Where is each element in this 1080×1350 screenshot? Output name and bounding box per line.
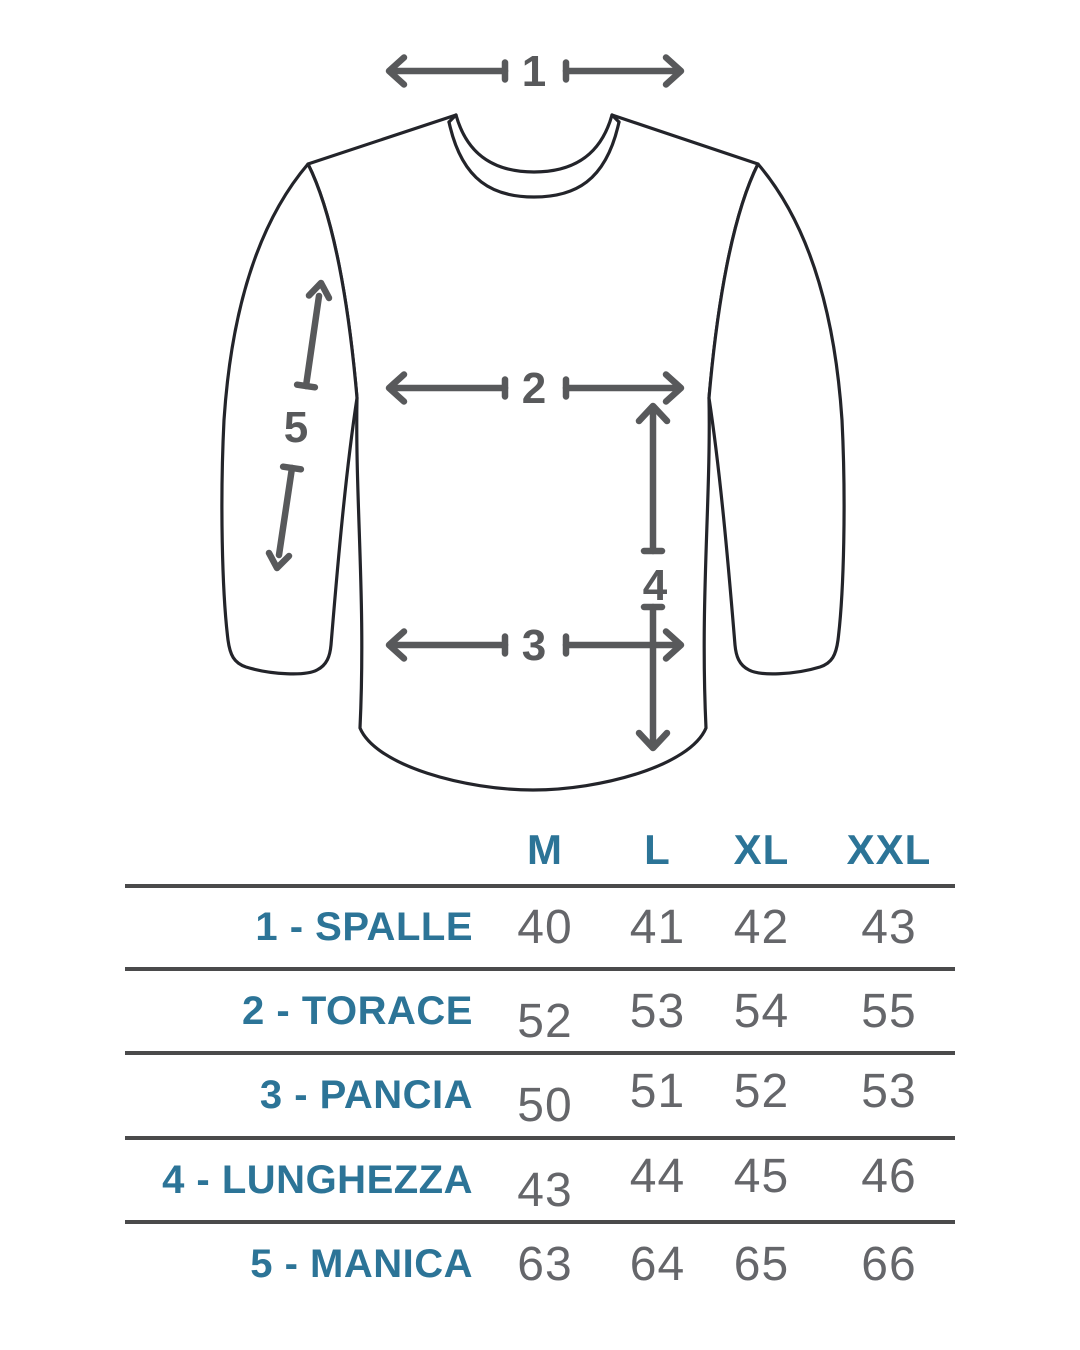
table-row-spalle: 1 - SPALLE 40 41 42 43 [125,884,955,967]
measure-label-3: 3 [522,621,546,670]
size-value: 55 [861,984,917,1038]
column-header-xl: XL [733,825,790,873]
shirt-collar-notch-left [447,113,458,124]
measure-label-4: 4 [643,561,668,610]
shirt-body-outline [306,113,760,792]
size-value: 53 [861,1065,917,1118]
row-label: 5 - MANICA [250,1242,473,1286]
size-value: 66 [861,1238,917,1291]
shirt-collar-notch-right [610,113,621,124]
row-label: 4 - LUNGHEZZA [162,1157,473,1202]
measure-arrow-4: 4 [635,402,671,752]
measure-label-5: 5 [284,403,308,452]
row-label: 2 - TORACE [242,988,473,1033]
column-header-l: L [644,825,671,873]
size-value: 51 [629,1065,686,1118]
size-value: 44 [629,1149,686,1203]
size-value: 50 [517,1079,573,1132]
size-value: 63 [517,1238,573,1291]
table-row-manica: 5 - MANICA 63 64 65 66 [125,1220,955,1305]
size-table: M L XL XXL 1 - SPALLE 40 41 42 43 2 - TO… [125,815,955,1305]
header-spacer [125,815,475,884]
size-value: 43 [861,901,917,954]
shirt-collar-band [447,120,621,199]
row-label: 3 - PANCIA [259,1073,473,1117]
size-value: 64 [629,1238,686,1291]
size-value: 41 [629,901,686,954]
table-row-lunghezza: 4 - LUNGHEZZA 43 44 45 46 [125,1136,955,1220]
size-value: 65 [733,1238,790,1291]
size-value: 43 [517,1163,573,1217]
size-value: 45 [733,1149,790,1203]
size-value: 54 [733,984,790,1038]
size-value: 42 [733,901,790,954]
size-value: 53 [629,984,686,1038]
column-header-m: M [527,825,563,873]
garment-diagram: 1 2 3 4 [220,47,846,792]
measure-arrow-5: 5 [265,279,333,572]
column-header-xxl: XXL [846,825,932,873]
row-label: 1 - SPALLE [255,905,473,949]
measure-label-1: 1 [522,47,546,96]
shirt-right-sleeve [707,162,846,676]
measure-label-2: 2 [522,364,546,413]
table-row-torace: 2 - TORACE 52 53 54 55 [125,967,955,1051]
table-row-pancia: 3 - PANCIA 50 51 52 53 [125,1051,955,1136]
measure-arrow-2: 2 [385,364,685,413]
size-value: 40 [517,901,573,954]
size-value: 52 [733,1065,790,1118]
size-value: 46 [861,1149,917,1203]
table-header-row: M L XL XXL [125,815,955,884]
size-value: 52 [517,994,573,1048]
measure-arrow-1: 1 [385,47,685,96]
